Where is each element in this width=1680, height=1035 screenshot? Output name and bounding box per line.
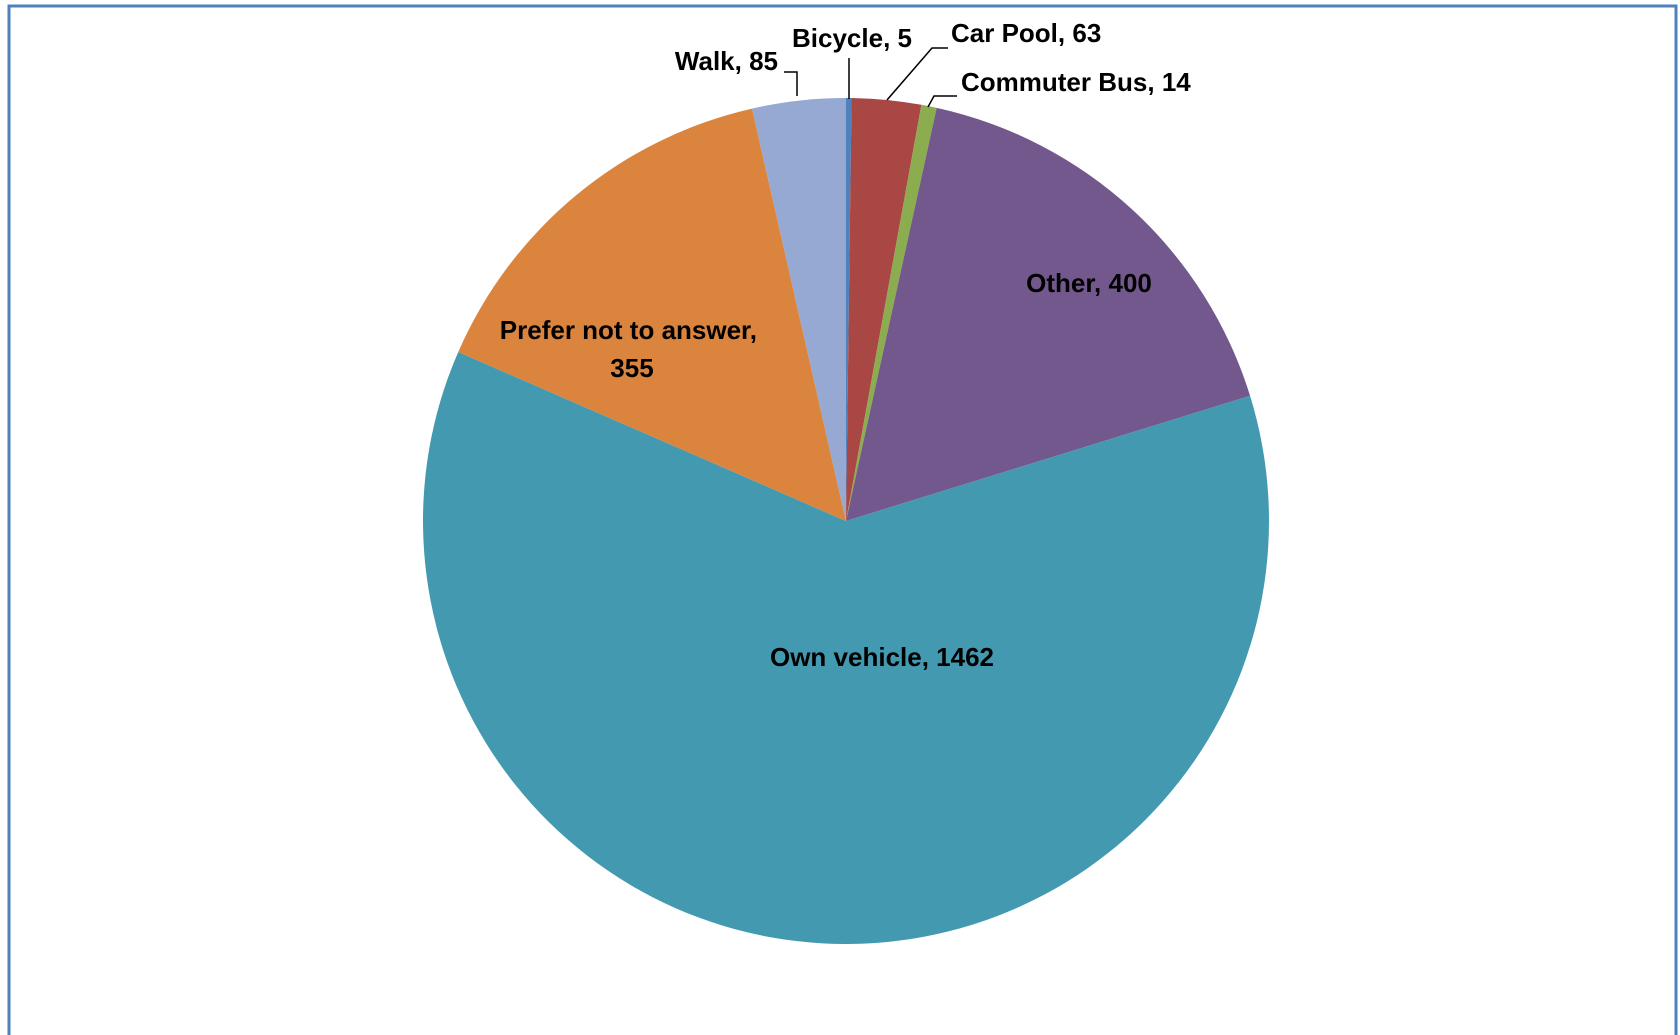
label-value: 85 (749, 46, 778, 76)
label-value: 400 (1108, 268, 1151, 298)
label-value: 355 (610, 353, 653, 383)
leader-line (886, 47, 948, 101)
leader-line (927, 95, 957, 108)
pie-slice (458, 108, 846, 522)
pie-slice (423, 351, 1269, 945)
pie-slice (846, 104, 937, 521)
label-value: 5 (898, 23, 912, 53)
pie-slice (846, 107, 1251, 522)
label-category: Prefer not to answer (500, 315, 751, 345)
label-value: 63 (1072, 18, 1101, 48)
leader-line (784, 71, 798, 96)
label-category: Car Pool (951, 18, 1058, 48)
pie (423, 98, 1269, 945)
data-label: Bicycle, 5 (792, 23, 912, 53)
label-category: Bicycle (792, 23, 883, 53)
pie-slice (846, 98, 852, 521)
label-category: Commuter Bus (961, 67, 1147, 97)
data-label: Walk, 85 (675, 46, 778, 76)
pie-slice (846, 98, 922, 521)
data-label: Commuter Bus, 14 (961, 67, 1191, 97)
label-category: Walk (675, 46, 735, 76)
label-value: 14 (1162, 67, 1191, 97)
pie-slice (752, 98, 846, 521)
label-category: Own vehicle (770, 642, 922, 672)
label-category: Other (1026, 268, 1095, 298)
data-label: Other, 400 (1026, 268, 1152, 298)
label-value: 1462 (936, 642, 994, 672)
data-label: Car Pool, 63 (951, 18, 1101, 48)
data-label: Own vehicle, 1462 (770, 642, 994, 672)
